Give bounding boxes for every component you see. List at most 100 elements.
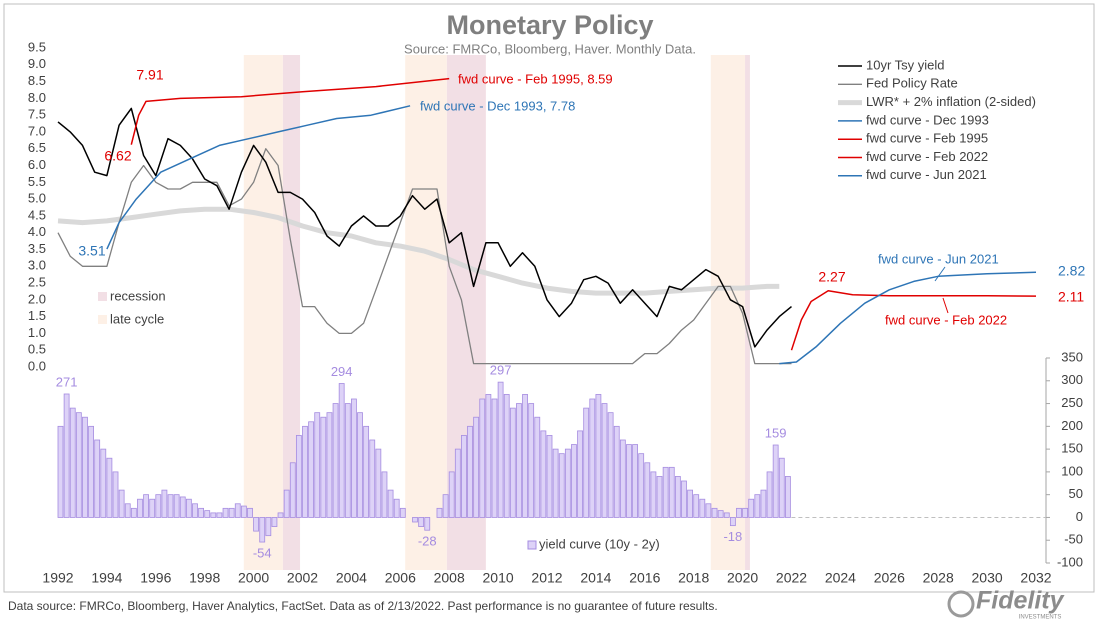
bar — [118, 489, 125, 518]
legend-swatch — [98, 292, 107, 301]
bar — [222, 507, 229, 518]
x-tick-label: 1998 — [189, 570, 220, 586]
value-label: 2.11 — [1058, 289, 1084, 305]
bar — [748, 498, 755, 518]
bar — [393, 498, 400, 518]
bar — [106, 457, 113, 518]
y-tick-label: 1.0 — [28, 325, 46, 340]
bar — [418, 517, 425, 527]
x-tick-label: 2008 — [434, 570, 465, 586]
bar — [772, 444, 779, 518]
bar — [723, 512, 730, 518]
bar — [564, 448, 571, 518]
y-tick-label: 7.0 — [28, 123, 46, 138]
legend-label: fwd curve - Feb 1995 — [866, 131, 988, 146]
bar — [607, 412, 614, 518]
bar — [69, 407, 76, 518]
bar — [399, 507, 406, 518]
bar — [314, 412, 321, 518]
y2-tick-label: 100 — [1061, 463, 1083, 478]
bar-label: 271 — [56, 374, 78, 389]
y-tick-label: 6.5 — [28, 140, 46, 155]
bar-label: -18 — [723, 529, 742, 544]
series-line — [57, 107, 792, 348]
bar — [338, 383, 345, 518]
y-tick-label: 0.0 — [28, 358, 46, 373]
bar — [461, 435, 467, 518]
series-line — [779, 271, 1037, 365]
bar — [228, 507, 235, 518]
bar — [185, 498, 192, 518]
bar — [302, 425, 308, 518]
bar — [130, 507, 137, 518]
x-tick-label: 2026 — [874, 570, 905, 586]
bar — [369, 439, 376, 518]
bar — [577, 430, 583, 518]
y2-tick-label: 250 — [1061, 395, 1083, 410]
bar — [650, 471, 657, 518]
bar — [357, 412, 363, 518]
bar — [534, 416, 541, 518]
annotation: fwd curve - Feb 2022 — [885, 312, 1007, 327]
bar — [613, 425, 620, 518]
x-tick-label: 1992 — [42, 570, 73, 586]
logo-icon — [947, 590, 975, 618]
bar — [552, 448, 559, 518]
bar — [308, 421, 315, 518]
legend-label: fwd curve - Dec 1993 — [866, 112, 989, 127]
bar — [442, 494, 449, 518]
legend-label: recession — [110, 288, 166, 303]
value-label: 2.27 — [818, 269, 845, 285]
bar — [149, 498, 156, 518]
legend-swatch — [527, 540, 537, 550]
bar — [289, 462, 296, 518]
bar — [546, 435, 553, 518]
bar — [100, 448, 107, 518]
bar — [240, 505, 247, 518]
x-tick-label: 2014 — [580, 570, 611, 586]
y2-tick-label: 0 — [1076, 509, 1083, 524]
chart-title: Monetary Policy — [446, 10, 653, 40]
bar — [558, 453, 565, 518]
series-line — [57, 206, 780, 296]
y2-tick-label: 200 — [1061, 418, 1083, 433]
bar — [210, 512, 217, 518]
bar — [784, 476, 791, 518]
bar — [265, 517, 272, 537]
y-tick-label: 4.5 — [28, 207, 46, 222]
bar — [277, 512, 284, 518]
y-tick-label: 1.5 — [28, 308, 46, 323]
bar — [143, 494, 149, 518]
x-tick-label: 2024 — [825, 570, 856, 586]
band — [243, 55, 283, 570]
series-line — [130, 77, 450, 145]
bar — [571, 444, 577, 518]
logo-name: Fidelity — [976, 587, 1065, 615]
bar — [412, 517, 418, 523]
bar — [448, 471, 455, 518]
x-tick-label: 2028 — [923, 570, 954, 586]
bar — [644, 462, 651, 518]
bar — [705, 503, 712, 518]
bar — [729, 517, 736, 527]
band — [710, 55, 746, 570]
bar — [198, 507, 204, 518]
bar — [271, 517, 278, 527]
bar — [94, 439, 101, 518]
y-tick-label: 9.0 — [28, 56, 46, 71]
x-tick-label: 2006 — [385, 570, 416, 586]
bar-label: -54 — [253, 545, 272, 560]
bar — [473, 416, 480, 518]
bar-label: 294 — [331, 364, 353, 379]
bar — [509, 407, 516, 518]
bar — [589, 398, 596, 518]
x-tick-label: 2020 — [727, 570, 758, 586]
annotation-leader — [934, 266, 946, 282]
bar — [216, 512, 223, 518]
bar-label: 297 — [490, 363, 512, 378]
x-tick-label: 1994 — [91, 570, 122, 586]
bar — [662, 466, 669, 518]
bar — [161, 489, 168, 518]
y2-tick-label: 50 — [1069, 486, 1083, 501]
